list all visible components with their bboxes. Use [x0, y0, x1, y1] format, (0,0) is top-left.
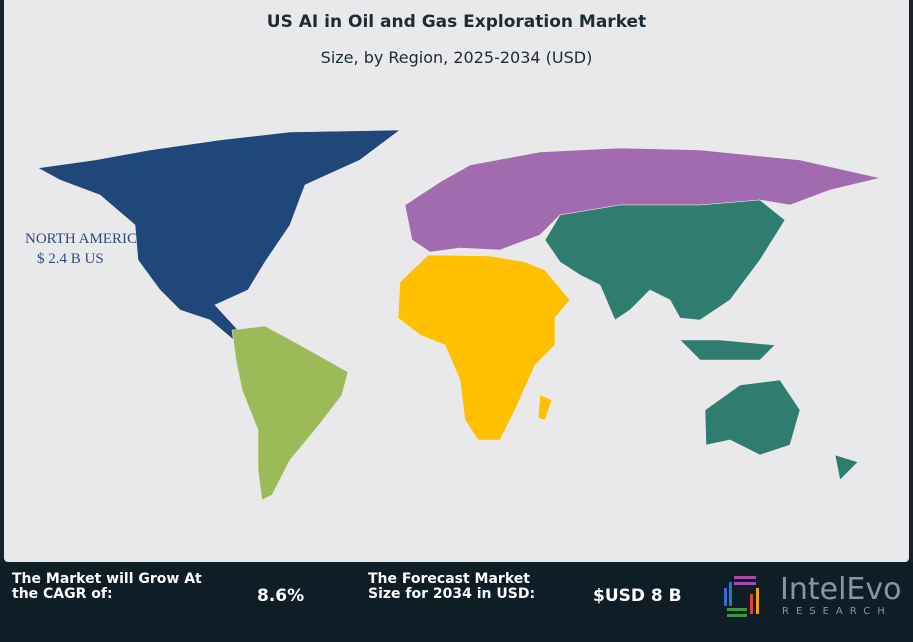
region-south-america	[231, 325, 349, 501]
chart-subtitle: Size, by Region, 2025-2034 (USD)	[320, 48, 593, 67]
region-asia-pacific	[544, 199, 786, 321]
forecast-value: $USD 8 B	[593, 586, 682, 606]
region-asia-pacific	[704, 379, 801, 456]
north-america-value: $ 2.4 B US	[37, 251, 104, 267]
region-asia-pacific	[834, 454, 859, 481]
cagr-value: 8.6%	[257, 586, 305, 606]
region-asia-pacific	[679, 339, 776, 361]
region-africa-middle-east	[537, 394, 553, 421]
region-europe	[404, 147, 881, 253]
region-africa-middle-east	[397, 254, 571, 441]
intelevo-logo-icon	[724, 576, 759, 617]
forecast-label: The Forecast Market Size for 2034 in USD…	[368, 571, 536, 602]
logo-subtitle: RESEARCH	[782, 606, 892, 617]
north-america-label: NORTH AMERICA	[25, 231, 148, 247]
cagr-label: The Market will Grow At the CAGR of:	[12, 571, 202, 602]
chart-title: US AI in Oil and Gas Exploration Market	[266, 12, 647, 32]
world-map	[37, 129, 881, 501]
footer: The Market will Grow At the CAGR of: 8.6…	[0, 562, 913, 642]
logo-name: IntelEvo	[780, 572, 902, 607]
region-north-america	[37, 129, 401, 343]
